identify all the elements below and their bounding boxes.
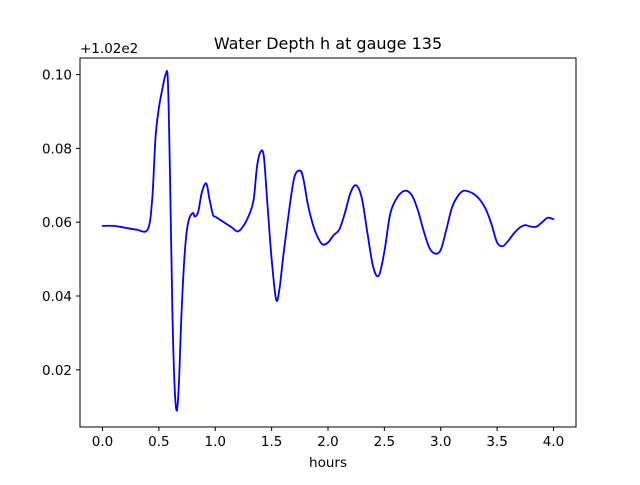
axes-frame <box>79 57 577 428</box>
x-tick-label: 1.5 <box>261 434 282 450</box>
x-tick-label: 0.5 <box>148 434 169 450</box>
y-tick-label: 0.08 <box>42 141 72 157</box>
x-tick-label: 3.5 <box>486 434 507 450</box>
y-tick-label: 0.02 <box>42 363 72 379</box>
x-tick-label: 2.5 <box>374 434 395 450</box>
y-axis-ticks: 0.02 0.04 0.06 0.08 0.10 <box>42 68 80 379</box>
y-offset-label: +1.02e2 <box>80 41 138 57</box>
y-tick-label: 0.10 <box>42 68 72 84</box>
x-axis-ticks: 0.0 0.5 1.0 1.5 2.0 2.5 3.0 3.5 4.0 <box>92 427 564 450</box>
y-tick-label: 0.06 <box>42 215 72 231</box>
x-tick-label: 4.0 <box>543 434 564 450</box>
x-tick-label: 0.0 <box>92 434 113 450</box>
x-tick-label: 1.0 <box>205 434 226 450</box>
plot-area <box>101 70 555 412</box>
series-line <box>101 70 555 412</box>
x-tick-label: 2.0 <box>317 434 338 450</box>
x-axis-label: hours <box>309 455 347 471</box>
x-tick-label: 3.0 <box>430 434 451 450</box>
chart-title: Water Depth h at gauge 135 <box>214 34 442 53</box>
y-tick-label: 0.04 <box>42 289 72 305</box>
